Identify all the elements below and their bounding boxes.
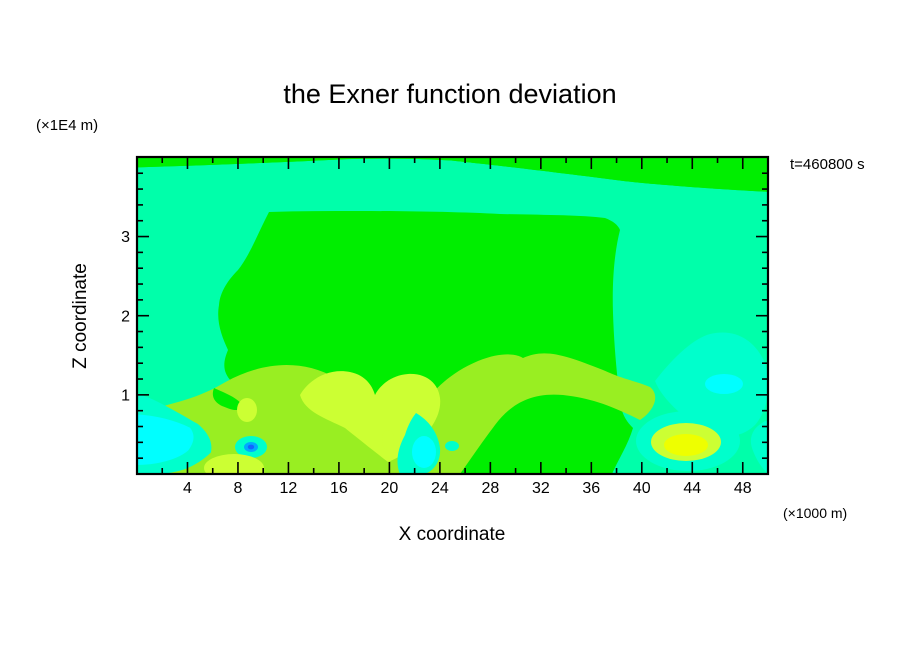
svg-text:40: 40 bbox=[633, 480, 651, 497]
svg-text:2: 2 bbox=[121, 308, 130, 325]
svg-text:Z coordinate: Z coordinate bbox=[70, 263, 91, 369]
svg-text:32: 32 bbox=[532, 480, 550, 497]
svg-text:12: 12 bbox=[280, 480, 298, 497]
svg-text:16: 16 bbox=[330, 480, 348, 497]
svg-text:8: 8 bbox=[234, 480, 243, 497]
svg-text:4: 4 bbox=[183, 480, 192, 497]
svg-text:1: 1 bbox=[121, 388, 130, 405]
svg-text:44: 44 bbox=[683, 480, 701, 497]
svg-text:24: 24 bbox=[431, 480, 449, 497]
svg-text:X coordinate: X coordinate bbox=[399, 524, 506, 545]
svg-text:the Exner function deviation: the Exner function deviation bbox=[283, 79, 616, 109]
svg-text:36: 36 bbox=[582, 480, 600, 497]
svg-text:(×1E4 m): (×1E4 m) bbox=[36, 117, 98, 134]
svg-text:(×1000 m): (×1000 m) bbox=[783, 505, 847, 521]
svg-text:3: 3 bbox=[121, 229, 130, 246]
svg-text:20: 20 bbox=[381, 480, 399, 497]
svg-text:t=460800 s: t=460800 s bbox=[790, 156, 865, 173]
svg-text:48: 48 bbox=[734, 480, 752, 497]
svg-text:28: 28 bbox=[481, 480, 499, 497]
